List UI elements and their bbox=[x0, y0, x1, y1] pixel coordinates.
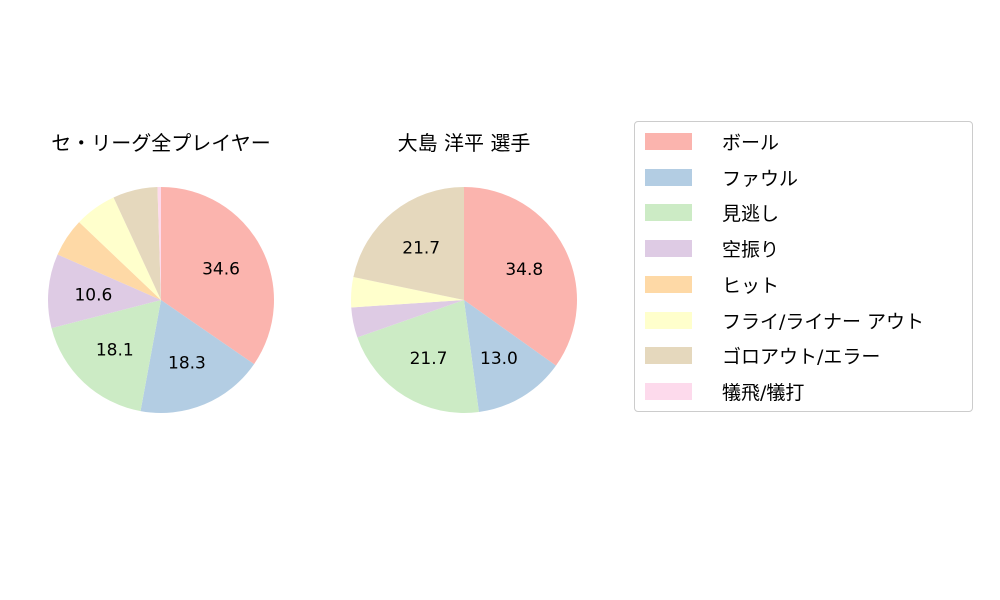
legend-item: ゴロアウト/エラー bbox=[645, 343, 881, 368]
slice-label: 21.7 bbox=[402, 238, 440, 258]
legend-item: ファウル bbox=[645, 165, 799, 190]
slice-label: 18.3 bbox=[168, 354, 206, 374]
legend-label: ゴロアウト/エラー bbox=[722, 345, 881, 368]
pie-slice bbox=[351, 277, 464, 308]
legend-swatch bbox=[645, 168, 692, 186]
pie-slice bbox=[79, 197, 161, 300]
legend-swatch bbox=[645, 382, 692, 400]
legend-swatch bbox=[645, 346, 692, 364]
slice-label: 34.6 bbox=[202, 259, 240, 279]
legend-item: 空振り bbox=[645, 236, 780, 261]
legend-item: フライ/ライナー アウト bbox=[645, 308, 925, 333]
pie-slice bbox=[353, 187, 464, 300]
legend-label: 犠飛/犠打 bbox=[722, 381, 805, 404]
pie-slice bbox=[157, 187, 161, 300]
pie-slice bbox=[51, 300, 161, 412]
slice-label: 10.6 bbox=[74, 285, 112, 305]
pie-slice bbox=[464, 300, 556, 413]
slice-label: 34.8 bbox=[505, 260, 543, 280]
pie-slice bbox=[357, 300, 479, 413]
legend-label: ヒット bbox=[722, 274, 780, 297]
pie-slice bbox=[57, 222, 162, 300]
pie-slice bbox=[464, 186, 577, 366]
pie-slice bbox=[47, 254, 161, 329]
legend-label: フライ/ライナー アウト bbox=[722, 310, 925, 333]
legend: ボール ファウル 見逃し 空振り ヒット フライ/ライナー アウト ゴロアウト/… bbox=[634, 121, 973, 412]
slice-label: 13.0 bbox=[480, 349, 518, 369]
legend-swatch bbox=[645, 311, 692, 329]
legend-swatch bbox=[645, 132, 692, 150]
pie-slice bbox=[113, 187, 161, 300]
legend-item: 見逃し bbox=[645, 200, 780, 225]
legend-label: ファウル bbox=[722, 167, 799, 190]
legend-swatch bbox=[645, 203, 692, 221]
pie-slice bbox=[140, 300, 255, 413]
chart-title-player: 大島 洋平 選手 bbox=[397, 131, 531, 155]
legend-swatch bbox=[645, 275, 692, 293]
legend-label: 空振り bbox=[722, 238, 780, 261]
slice-label: 18.1 bbox=[96, 341, 134, 361]
pie-slice bbox=[351, 300, 464, 338]
legend-label: ボール bbox=[722, 131, 780, 154]
legend-item: ヒット bbox=[645, 272, 780, 297]
legend-swatch bbox=[645, 239, 692, 257]
legend-item: 犠飛/犠打 bbox=[645, 379, 805, 404]
chart-title-league: セ・リーグ全プレイヤー bbox=[51, 131, 271, 155]
slice-label: 21.7 bbox=[410, 349, 448, 369]
legend-label: 見逃し bbox=[722, 202, 780, 225]
legend-item: ボール bbox=[645, 129, 780, 154]
pie-slice bbox=[161, 187, 274, 365]
